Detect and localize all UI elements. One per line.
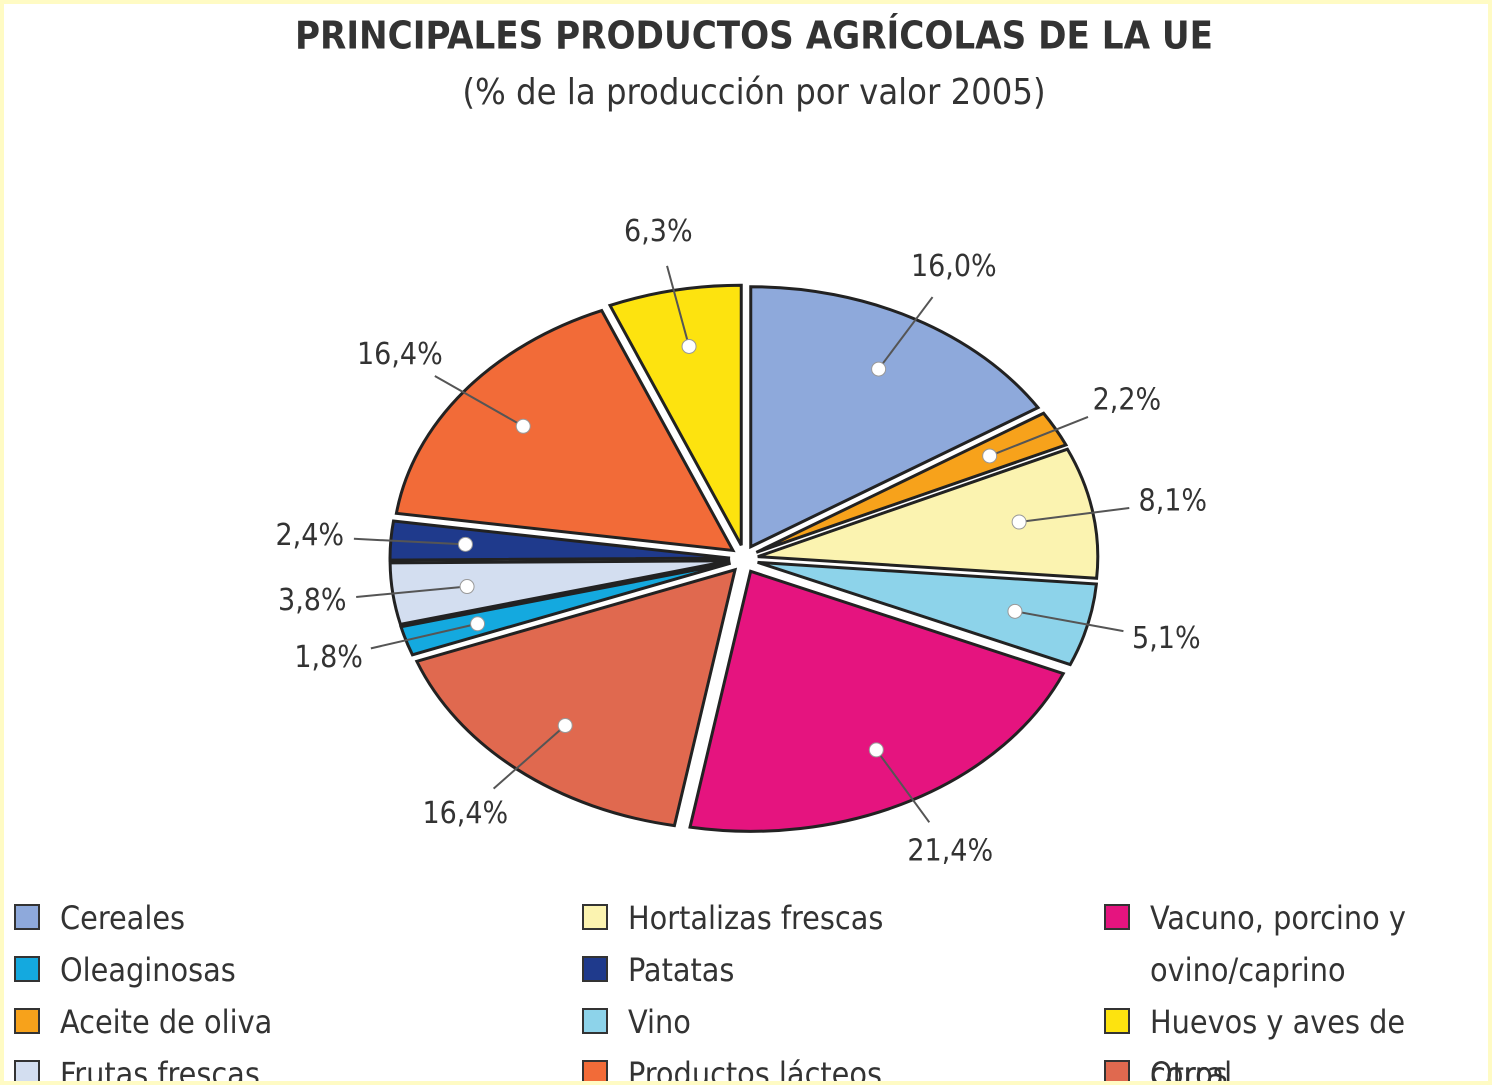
legend-item: Huevos y aves de corral xyxy=(1104,996,1484,1085)
legend-label: Huevos y aves de corral xyxy=(1150,1003,1406,1085)
legend-label: Vino xyxy=(628,1003,691,1041)
label-dot xyxy=(871,361,887,377)
leader-line xyxy=(989,415,1089,457)
legend-label: Patatas xyxy=(628,951,735,989)
label-dot xyxy=(557,718,573,734)
legend-label: Cereales xyxy=(60,899,186,937)
legend-label: Productos lácteos xyxy=(628,1055,882,1085)
legend-item: Cereales xyxy=(14,892,185,944)
leader-line xyxy=(666,265,691,347)
leader-line xyxy=(1014,610,1124,633)
legend-swatch xyxy=(582,1060,608,1081)
data-label: 16,4% xyxy=(422,796,508,831)
legend-swatch xyxy=(582,904,608,930)
label-dot xyxy=(457,536,473,552)
label-dot xyxy=(982,448,998,464)
legend-item: Patatas xyxy=(582,944,734,996)
leader-line xyxy=(875,749,931,823)
legend-swatch xyxy=(1104,1008,1130,1034)
legend-swatch xyxy=(582,956,608,982)
data-label: 6,3% xyxy=(624,214,693,249)
chart-title: PRINCIPALES PRODUCTOS AGRÍCOLAS DE LA UE xyxy=(295,14,1213,58)
legend-swatch xyxy=(14,956,40,982)
label-dot xyxy=(470,616,486,632)
legend-item: Vino xyxy=(582,996,691,1048)
legend-label: Vacuno, porcino y ovino/caprino xyxy=(1150,899,1406,989)
leader-line xyxy=(492,724,566,790)
label-dot xyxy=(515,418,531,434)
legend-label: Oleaginosas xyxy=(60,951,236,989)
data-label: 2,2% xyxy=(1093,382,1162,417)
data-label: 3,8% xyxy=(278,583,347,618)
legend-label: Aceite de oliva xyxy=(60,1003,273,1041)
legend-swatch xyxy=(1104,904,1130,930)
legend-item: Vacuno, porcino y ovino/caprino xyxy=(1104,892,1484,996)
legend-swatch xyxy=(14,904,40,930)
data-label: 2,4% xyxy=(276,518,345,553)
label-dot xyxy=(681,338,697,354)
pie-slice xyxy=(688,569,1066,833)
label-dot xyxy=(1007,603,1023,619)
pie-slice xyxy=(394,308,736,553)
label-dot xyxy=(459,579,475,595)
leader-line xyxy=(877,296,934,370)
legend-label: Hortalizas frescas xyxy=(628,899,884,937)
pie-slice xyxy=(749,285,1041,550)
leader-line xyxy=(434,375,524,428)
data-label: 21,4% xyxy=(907,834,993,869)
chart-subtitle: (% de la producción por valor 2005) xyxy=(462,72,1045,113)
chart: PRINCIPALES PRODUCTOS AGRÍCOLAS DE LA UE… xyxy=(276,14,1214,869)
legend-item: Hortalizas frescas xyxy=(582,892,883,944)
legend-item: Oleaginosas xyxy=(14,944,236,996)
pie-slice xyxy=(414,567,738,828)
legend-swatch xyxy=(14,1008,40,1034)
legend-label: Frutas frescas xyxy=(60,1055,260,1085)
legend-item: Aceite de oliva xyxy=(14,996,272,1048)
data-label: 5,1% xyxy=(1132,621,1201,656)
data-label: 1,8% xyxy=(294,640,363,675)
data-label: 8,1% xyxy=(1139,484,1208,519)
label-dot xyxy=(1011,514,1027,530)
leader-line xyxy=(356,585,468,598)
leader-line xyxy=(370,622,478,650)
legend-item: Frutas frescas xyxy=(14,1048,260,1085)
legend-swatch xyxy=(1104,1060,1130,1081)
legend-label: Otros xyxy=(1150,1055,1228,1085)
legend-swatch xyxy=(14,1060,40,1081)
data-label: 16,0% xyxy=(911,249,997,284)
label-dot xyxy=(868,742,884,758)
legend-item: Otros xyxy=(1104,1048,1484,1085)
legend-item: Productos lácteos xyxy=(582,1048,882,1085)
leader-line xyxy=(353,537,466,546)
leader-line xyxy=(1018,507,1130,524)
data-label: 16,4% xyxy=(357,337,443,372)
legend-swatch xyxy=(582,1008,608,1034)
